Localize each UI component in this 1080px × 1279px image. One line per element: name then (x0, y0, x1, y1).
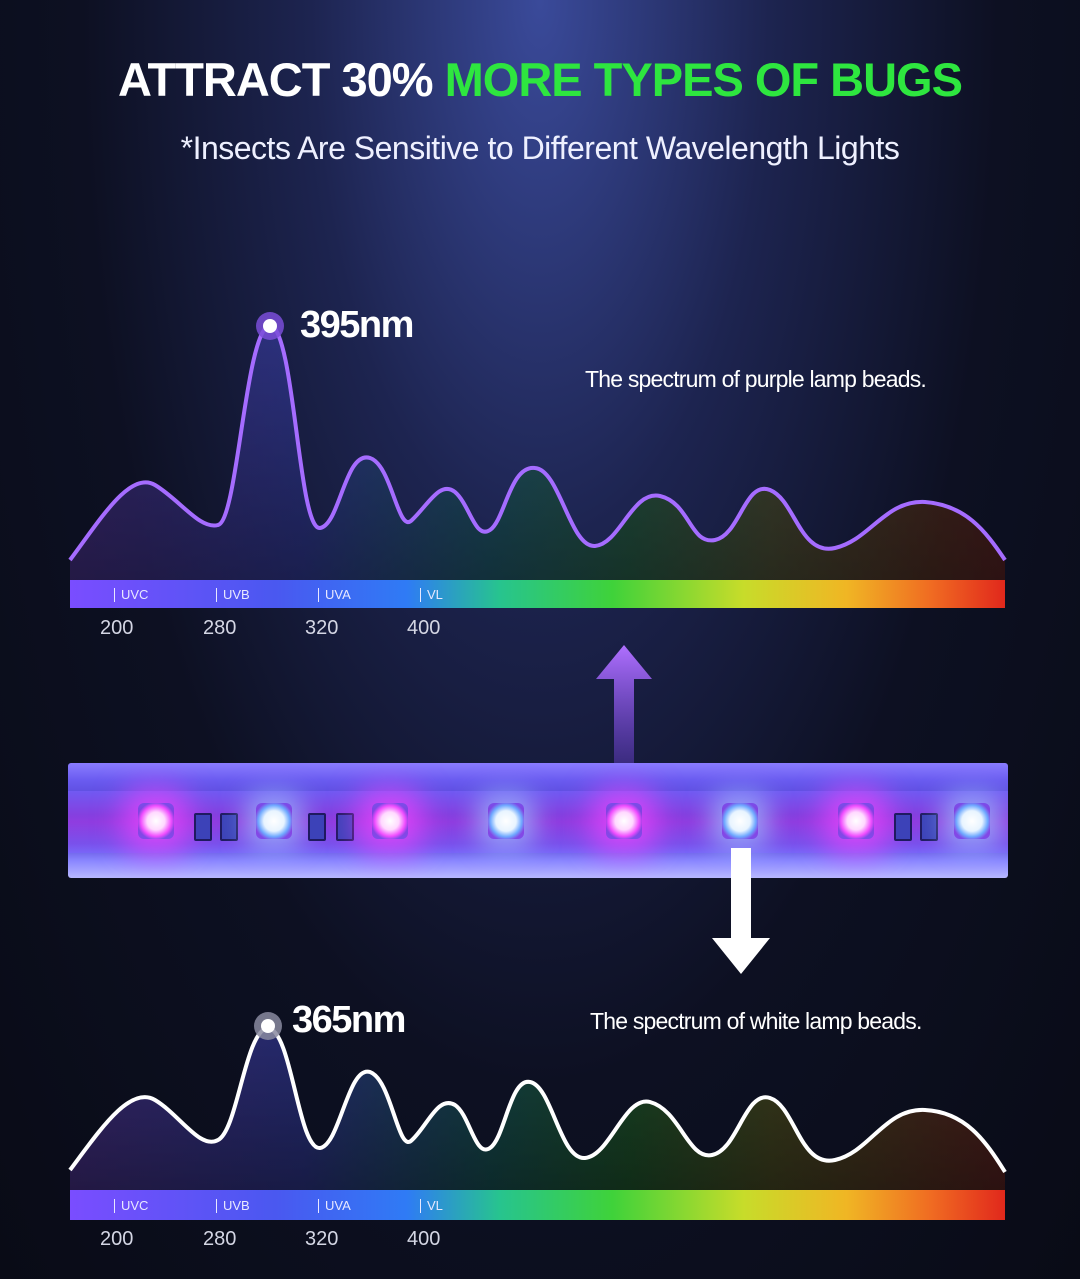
purple-spectrum-panel: 395nm The spectrum of purple lamp beads.… (68, 304, 1007, 639)
band-label-uvc: UVC (114, 588, 148, 602)
resistor (220, 813, 238, 841)
tick-label-200: 200 (100, 1228, 134, 1250)
headline-green: MORE TYPES OF BUGS (444, 53, 963, 106)
tick-label-320: 320 (305, 1228, 339, 1250)
tick-label-320: 320 (305, 617, 339, 639)
tick-label-200: 200 (100, 617, 134, 639)
band-label-vl: VL (420, 1199, 443, 1213)
led-strip (68, 763, 1008, 878)
led-white (954, 803, 990, 839)
resistor (894, 813, 912, 841)
tick-label-280: 280 (203, 617, 237, 639)
white-spectrum-bar (70, 1190, 1005, 1220)
band-label-uva: UVA (318, 588, 351, 602)
purple-spectrum-graphic (68, 312, 1007, 608)
headline-white: ATTRACT 30% (118, 53, 445, 106)
led-purple (838, 803, 874, 839)
resistor (920, 813, 938, 841)
white-spectrum-panel: 365nm The spectrum of white lamp beads. … (0, 990, 1080, 1279)
band-label-uvc: UVC (114, 1199, 148, 1213)
band-label-vl: VL (420, 588, 443, 602)
headline: ATTRACT 30% MORE TYPES OF BUGS (0, 52, 1080, 107)
purple-peak-label: 395nm (300, 304, 414, 346)
purple-spectrum-bar (70, 580, 1005, 608)
led-white (488, 803, 524, 839)
white-spectrum-caption: The spectrum of white lamp beads. (590, 1008, 922, 1034)
led-white (256, 803, 292, 839)
band-label-uvb: UVB (216, 1199, 250, 1213)
band-label-uvb: UVB (216, 588, 250, 602)
resistor (194, 813, 212, 841)
tick-label-280: 280 (203, 1228, 237, 1250)
band-label-uva: UVA (318, 1199, 351, 1213)
subheadline: *Insects Are Sensitive to Different Wave… (180, 130, 900, 166)
white-spectrum-curve (68, 1025, 1007, 1174)
white-peak-label: 365nm (292, 999, 406, 1041)
led-purple (372, 803, 408, 839)
down-arrow-icon (712, 848, 770, 974)
resistor (308, 813, 326, 841)
up-arrow-icon (596, 645, 652, 770)
purple-spectrum-caption: The spectrum of purple lamp beads. (585, 366, 927, 392)
purple-spectrum-curve (68, 322, 1007, 562)
led-purple (606, 803, 642, 839)
led-white (722, 803, 758, 839)
tick-label-400: 400 (407, 1228, 441, 1250)
tick-label-400: 400 (407, 617, 441, 639)
resistor (336, 813, 354, 841)
led-purple (138, 803, 174, 839)
white-spectrum-graphic (68, 1012, 1007, 1220)
